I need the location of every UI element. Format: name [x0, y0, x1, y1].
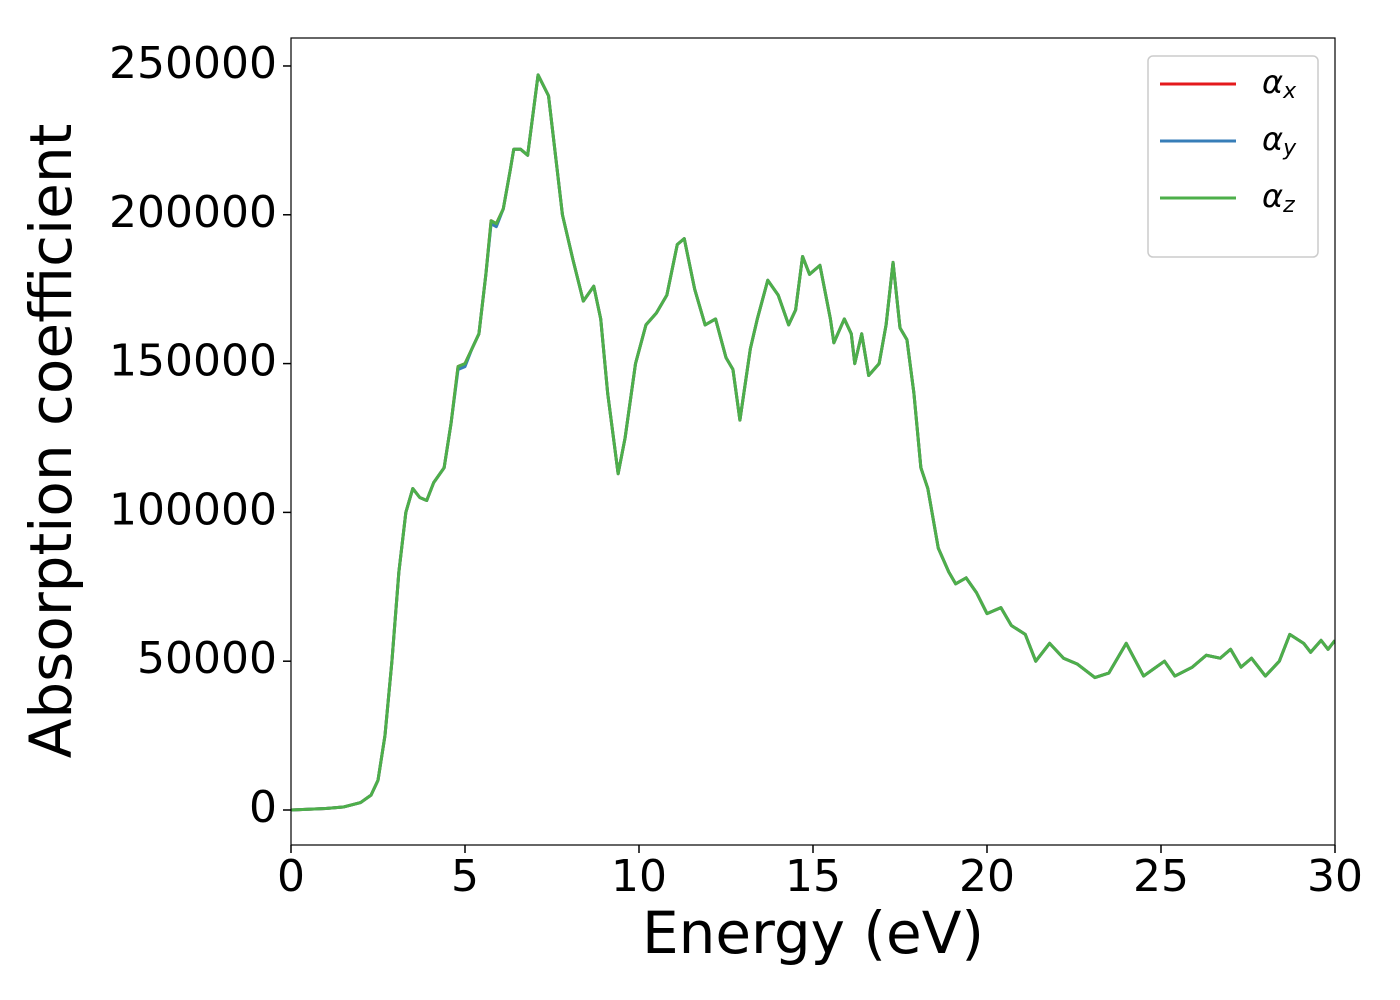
- y-tick-label: 250000: [109, 38, 277, 89]
- y-tick-label: 200000: [109, 187, 277, 238]
- x-tick-label: 20: [959, 851, 1015, 902]
- x-tick-label: 30: [1307, 851, 1363, 902]
- x-axis-label: Energy (eV): [642, 899, 984, 967]
- y-tick-label: 0: [249, 782, 277, 833]
- legend-box: [1147, 55, 1319, 258]
- y-tick-label: 100000: [109, 484, 277, 535]
- y-tick-label: 50000: [137, 633, 277, 684]
- x-tick-label: 15: [785, 851, 841, 902]
- legend-label: αz: [1262, 177, 1295, 218]
- legend-label: αy: [1262, 120, 1297, 161]
- plot-frame: [290, 37, 1336, 846]
- x-tick-label: 25: [1133, 851, 1189, 902]
- x-tick-label: 5: [451, 851, 479, 902]
- x-tick-label: 10: [611, 851, 667, 902]
- x-tick-label: 0: [277, 851, 305, 902]
- y-axis-label: Absorption coefficient: [17, 124, 85, 759]
- data-line: [291, 73, 1335, 812]
- legend: αx αy αz: [1147, 55, 1319, 258]
- y-tick-label: 150000: [109, 336, 277, 387]
- legend-label: αx: [1262, 63, 1297, 104]
